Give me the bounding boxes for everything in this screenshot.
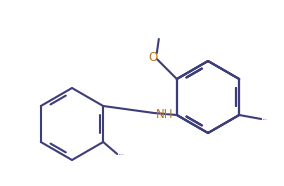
Text: NH: NH — [156, 108, 174, 121]
Text: methyl: methyl — [263, 118, 268, 120]
Text: O: O — [148, 51, 157, 63]
Text: methyl2: methyl2 — [119, 153, 125, 155]
